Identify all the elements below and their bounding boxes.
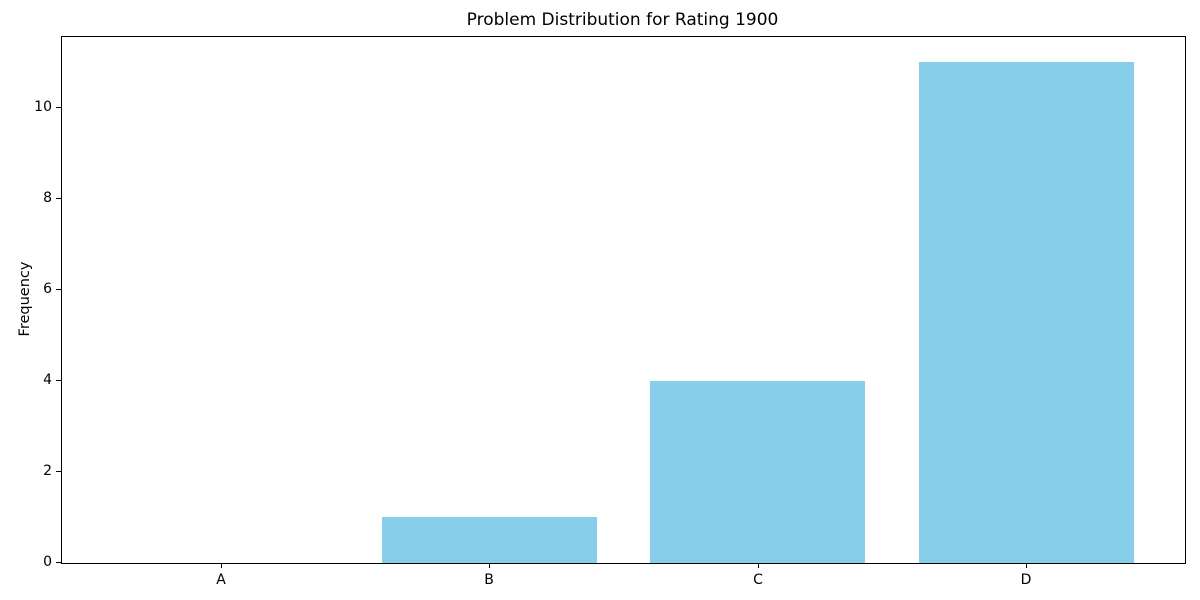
bar-B (381, 517, 597, 563)
x-tick-label-B: B (484, 572, 494, 588)
bar-C (650, 380, 866, 563)
y-tick-mark (56, 562, 61, 563)
plot-area (61, 36, 1186, 564)
y-axis-label: Frequency (17, 261, 33, 337)
bar-D (919, 62, 1134, 563)
y-tick-mark (56, 198, 61, 199)
y-tick-mark (56, 107, 61, 108)
y-tick-label: 2 (43, 463, 52, 479)
y-tick-label: 0 (43, 554, 52, 570)
y-tick-label: 8 (43, 190, 52, 206)
y-tick-label: 6 (43, 281, 52, 297)
x-tick-label-A: A (216, 572, 226, 588)
x-tick-mark (221, 563, 222, 568)
y-tick-mark (56, 289, 61, 290)
chart-title: Problem Distribution for Rating 1900 (466, 10, 779, 30)
x-tick-label-C: C (753, 572, 763, 588)
y-tick-label: 10 (34, 99, 52, 115)
x-tick-mark (1026, 563, 1027, 568)
y-tick-label: 4 (43, 372, 52, 388)
x-tick-mark (489, 563, 490, 568)
x-tick-label-D: D (1020, 572, 1032, 588)
y-tick-mark (56, 471, 61, 472)
y-tick-mark (56, 380, 61, 381)
x-tick-mark (758, 563, 759, 568)
